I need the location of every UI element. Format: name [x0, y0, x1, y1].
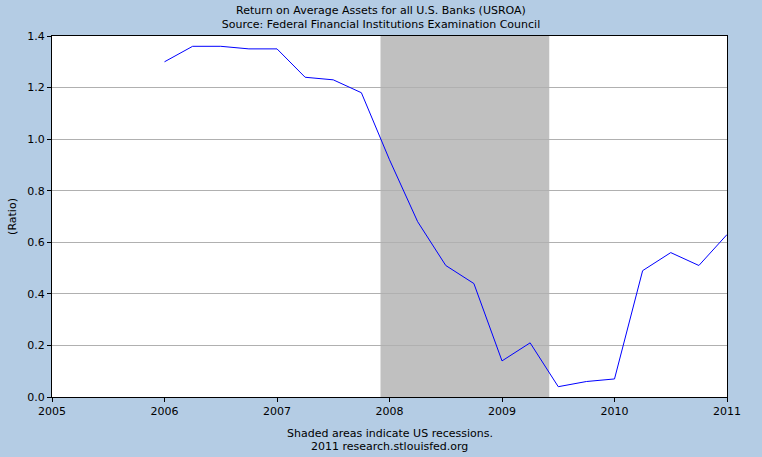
svg-text:0.2: 0.2	[27, 339, 45, 352]
svg-text:1.0: 1.0	[27, 133, 45, 146]
svg-text:0.0: 0.0	[27, 391, 45, 404]
svg-text:2011 research.stlouisfed.org: 2011 research.stlouisfed.org	[311, 440, 468, 453]
svg-text:2009: 2009	[488, 405, 516, 418]
svg-text:2011: 2011	[713, 405, 741, 418]
svg-text:2008: 2008	[376, 405, 404, 418]
svg-text:(Ratio): (Ratio)	[6, 198, 19, 235]
svg-text:2005: 2005	[38, 405, 66, 418]
svg-text:0.6: 0.6	[27, 236, 45, 249]
svg-text:1.2: 1.2	[27, 81, 45, 94]
svg-text:Return on Average Assets for a: Return on Average Assets for all U.S. Ba…	[222, 4, 540, 31]
svg-text:2007: 2007	[263, 405, 291, 418]
svg-text:1.4: 1.4	[27, 30, 45, 43]
svg-text:Shaded areas indicate US reces: Shaded areas indicate US recessions.	[287, 427, 493, 440]
svg-text:0.4: 0.4	[27, 288, 45, 301]
svg-text:2010: 2010	[601, 405, 629, 418]
svg-text:2006: 2006	[151, 405, 179, 418]
svg-text:0.8: 0.8	[27, 185, 45, 198]
